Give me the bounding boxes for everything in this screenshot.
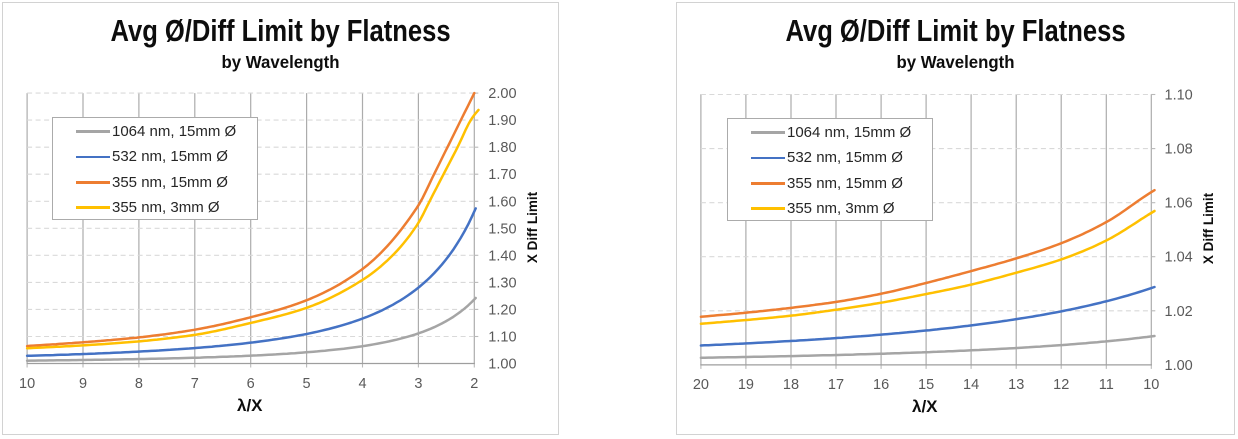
svg-text:19: 19 [738,377,754,393]
svg-text:1.04: 1.04 [1165,250,1193,266]
svg-text:1.30: 1.30 [488,275,516,291]
svg-text:9: 9 [79,376,87,392]
svg-text:10: 10 [1143,377,1159,393]
svg-text:1.70: 1.70 [488,167,516,183]
svg-text:1.40: 1.40 [488,248,516,264]
svg-text:1.50: 1.50 [488,221,516,237]
svg-text:11: 11 [1099,377,1114,393]
svg-text:18: 18 [783,377,799,393]
svg-text:12: 12 [1053,377,1069,393]
svg-text:17: 17 [828,377,844,393]
svg-text:1.00: 1.00 [1165,358,1193,374]
svg-text:8: 8 [135,376,143,392]
svg-text:1.00: 1.00 [488,357,516,373]
svg-text:14: 14 [963,377,979,393]
svg-text:1.60: 1.60 [488,194,516,210]
svg-text:6: 6 [247,376,255,392]
svg-text:1.08: 1.08 [1165,142,1193,158]
svg-text:1.02: 1.02 [1165,304,1193,320]
svg-text:20: 20 [693,377,709,393]
svg-text:5: 5 [303,376,311,392]
svg-text:1.20: 1.20 [488,302,516,318]
svg-text:15: 15 [918,377,934,393]
svg-text:3: 3 [414,376,422,392]
svg-text:16: 16 [873,377,889,393]
svg-text:7: 7 [191,376,199,392]
svg-text:1.10: 1.10 [1165,88,1193,104]
svg-text:2.00: 2.00 [488,86,516,102]
svg-text:1.10: 1.10 [488,330,516,346]
svg-text:1.06: 1.06 [1165,196,1193,212]
svg-text:1.90: 1.90 [488,113,516,129]
svg-text:1.80: 1.80 [488,140,516,156]
svg-text:2: 2 [470,376,478,392]
svg-text:4: 4 [358,376,366,392]
svg-text:10: 10 [19,376,35,392]
svg-text:13: 13 [1008,377,1024,393]
